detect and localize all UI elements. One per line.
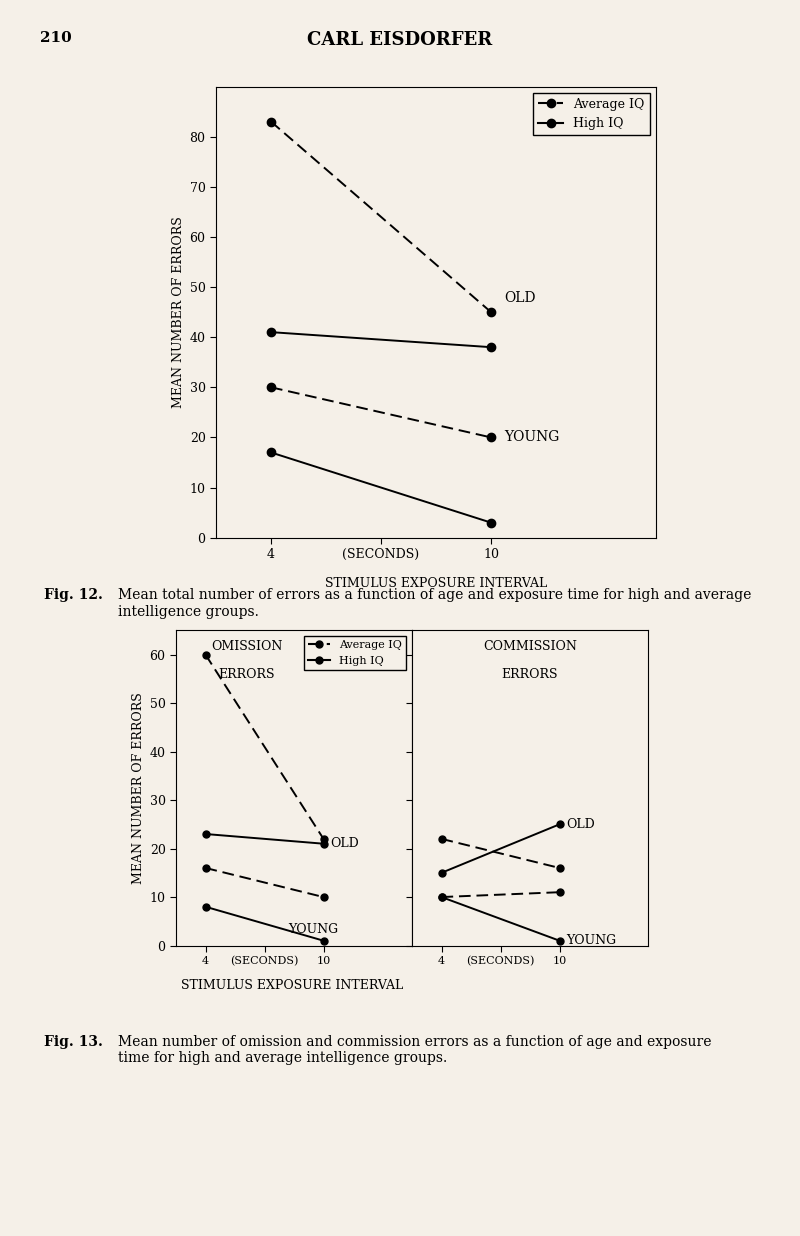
Text: COMMISSION: COMMISSION bbox=[483, 640, 577, 653]
Text: ERRORS: ERRORS bbox=[218, 669, 275, 681]
Text: ERRORS: ERRORS bbox=[502, 669, 558, 681]
Legend: Average IQ, High IQ: Average IQ, High IQ bbox=[303, 635, 406, 670]
Text: Mean total number of errors as a function of age and exposure time for high and : Mean total number of errors as a functio… bbox=[118, 588, 752, 618]
Text: STIMULUS EXPOSURE INTERVAL: STIMULUS EXPOSURE INTERVAL bbox=[325, 577, 547, 591]
Text: Fig. 13.: Fig. 13. bbox=[44, 1035, 103, 1048]
Text: CARL EISDORFER: CARL EISDORFER bbox=[307, 31, 493, 49]
Text: 210: 210 bbox=[40, 31, 72, 44]
Text: OLD: OLD bbox=[330, 837, 359, 850]
Text: YOUNG: YOUNG bbox=[288, 923, 338, 936]
Y-axis label: MEAN NUMBER OF ERRORS: MEAN NUMBER OF ERRORS bbox=[173, 216, 186, 408]
Legend: Average IQ, High IQ: Average IQ, High IQ bbox=[534, 93, 650, 135]
Text: Mean number of omission and commission errors as a function of age and exposure
: Mean number of omission and commission e… bbox=[118, 1035, 712, 1064]
Text: STIMULUS EXPOSURE INTERVAL: STIMULUS EXPOSURE INTERVAL bbox=[181, 979, 403, 993]
Text: OMISSION: OMISSION bbox=[211, 640, 282, 653]
Y-axis label: MEAN NUMBER OF ERRORS: MEAN NUMBER OF ERRORS bbox=[133, 692, 146, 884]
Text: YOUNG: YOUNG bbox=[504, 430, 559, 445]
Text: YOUNG: YOUNG bbox=[566, 934, 617, 947]
Text: OLD: OLD bbox=[504, 290, 536, 304]
Text: OLD: OLD bbox=[566, 818, 595, 831]
Text: Fig. 12.: Fig. 12. bbox=[44, 588, 103, 602]
